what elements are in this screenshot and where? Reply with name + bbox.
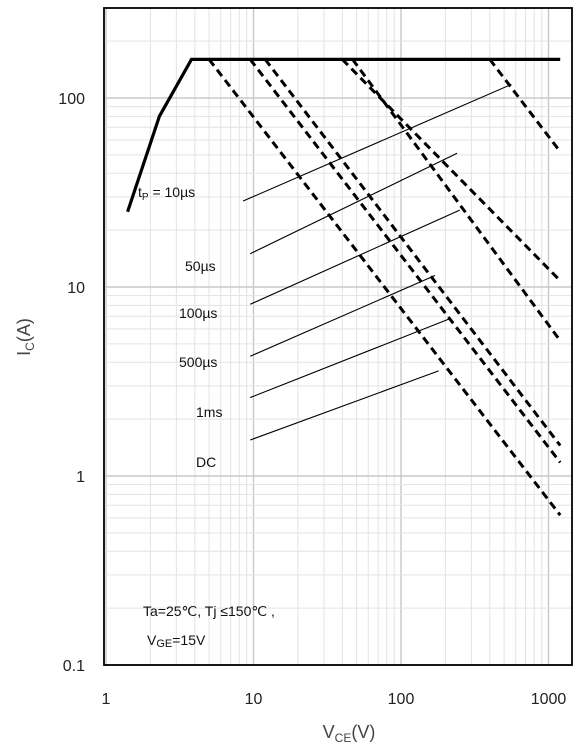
- pulse-label: DC: [196, 454, 216, 470]
- series-line-0: [488, 58, 562, 153]
- leader-line-5: [250, 370, 439, 441]
- soa-boundary-line: [126, 57, 561, 213]
- x-tick-label: 1000: [531, 691, 567, 708]
- leader-line-1: [249, 152, 458, 255]
- series-line-4: [249, 58, 562, 464]
- pulse-label: 50µs: [185, 258, 216, 274]
- series-line-5: [207, 58, 562, 517]
- y-tick-label: 0.1: [63, 658, 85, 675]
- x-tick-label: 100: [388, 691, 415, 708]
- label-leaders: [242, 83, 512, 441]
- y-tick-label: 100: [58, 91, 85, 108]
- y-tick-label: 1: [76, 469, 85, 486]
- x-tick-label: 1: [102, 691, 111, 708]
- data-series: [126, 57, 562, 517]
- leader-line-4: [250, 318, 451, 399]
- pulse-label: 500µs: [179, 354, 217, 370]
- leader-line-3: [249, 275, 436, 357]
- leader-line-0: [242, 83, 512, 202]
- pulse-label: 100µs: [179, 305, 217, 321]
- series-line-3: [264, 58, 562, 447]
- plot-frame: [103, 7, 573, 666]
- series-line-2: [351, 58, 562, 342]
- pulse-label: tP = 10µs: [138, 184, 195, 203]
- y-axis-title: IC(A): [14, 318, 37, 356]
- series-line-1: [341, 58, 562, 282]
- x-tick-label: 10: [245, 691, 263, 708]
- conditions-line-2: VGE=15V: [147, 632, 206, 650]
- y-tick-label: 10: [67, 280, 85, 297]
- conditions-line-1: Ta=25℃, Tj ≤150℃ ,: [143, 603, 275, 619]
- leader-line-2: [249, 209, 460, 305]
- annotations: tP = 10µs 50µs 100µs 500µs 1ms DC Ta=25℃, Tj ≤…: [138, 184, 275, 650]
- tick-labels: 1 10 100 1000 0.1 1 10 100: [58, 91, 566, 708]
- pulse-label: 1ms: [196, 404, 222, 420]
- x-axis-title: VCE(V): [323, 722, 376, 745]
- grid: [104, 8, 572, 666]
